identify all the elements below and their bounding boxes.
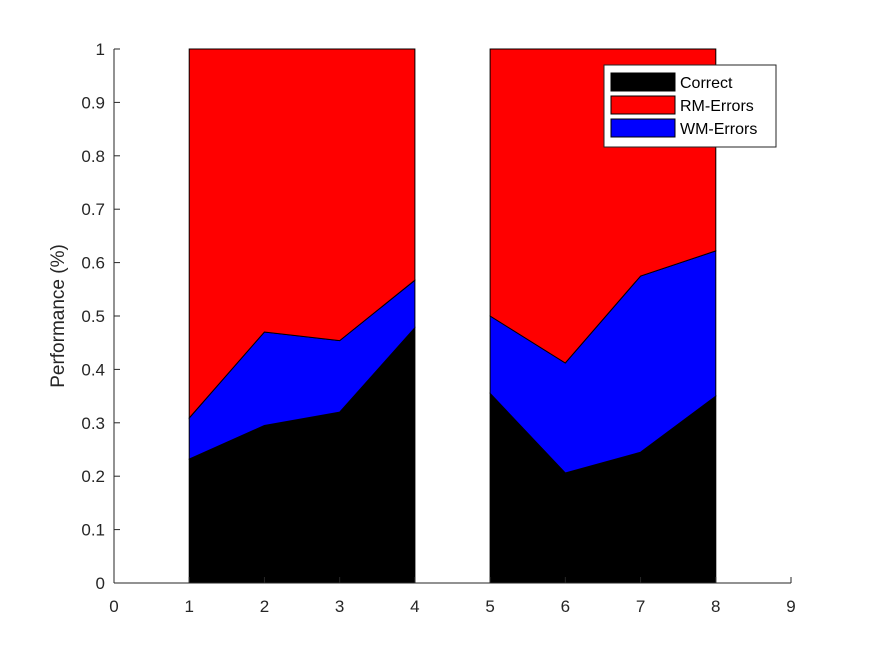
y-tick-label: 0.6 bbox=[81, 254, 105, 273]
y-ticks: 0 0.1 0.2 0.3 0.4 0.5 0.6 0.7 0.8 0.9 1 bbox=[81, 40, 120, 593]
x-tick-label: 9 bbox=[786, 597, 795, 616]
legend-swatch-correct bbox=[610, 72, 676, 92]
legend-label-rm-errors: RM-Errors bbox=[680, 98, 754, 115]
legend-label-wm-errors: WM-Errors bbox=[680, 121, 757, 138]
y-tick-label: 0.4 bbox=[81, 360, 105, 379]
y-tick-label: 0.5 bbox=[81, 307, 105, 326]
area-rm-errors-group-1 bbox=[188, 48, 416, 420]
y-tick-label: 0 bbox=[96, 574, 105, 593]
x-tick-label: 0 bbox=[109, 597, 118, 616]
y-tick-label: 1 bbox=[96, 40, 105, 59]
y-tick-label: 0.1 bbox=[81, 521, 105, 540]
legend-label-correct: Correct bbox=[680, 75, 733, 92]
legend: Correct RM-Errors WM-Errors bbox=[603, 64, 777, 148]
axes: 0 1 2 3 4 5 6 7 8 9 0 0.1 0.2 0.3 0.4 0.5 0.6 0.7 0.8 0.9 1 bbox=[81, 40, 795, 616]
y-tick-label: 0.8 bbox=[81, 147, 105, 166]
x-tick-label: 7 bbox=[636, 597, 645, 616]
x-tick-label: 4 bbox=[410, 597, 419, 616]
y-tick-label: 0.7 bbox=[81, 200, 105, 219]
x-ticks: 0 1 2 3 4 5 6 7 8 9 bbox=[109, 577, 796, 616]
legend-swatch-wm-errors bbox=[610, 118, 676, 138]
x-tick-label: 2 bbox=[260, 597, 269, 616]
y-axis-label: Performance (%) bbox=[48, 244, 69, 388]
y-tick-label: 0.3 bbox=[81, 414, 105, 433]
legend-swatch-rm-errors bbox=[610, 95, 676, 115]
x-tick-label: 1 bbox=[184, 597, 193, 616]
x-tick-label: 5 bbox=[485, 597, 494, 616]
x-tick-label: 3 bbox=[335, 597, 344, 616]
x-tick-label: 6 bbox=[561, 597, 570, 616]
y-tick-label: 0.9 bbox=[81, 93, 105, 112]
x-tick-label: 8 bbox=[711, 597, 720, 616]
y-tick-label: 0.2 bbox=[81, 467, 105, 486]
